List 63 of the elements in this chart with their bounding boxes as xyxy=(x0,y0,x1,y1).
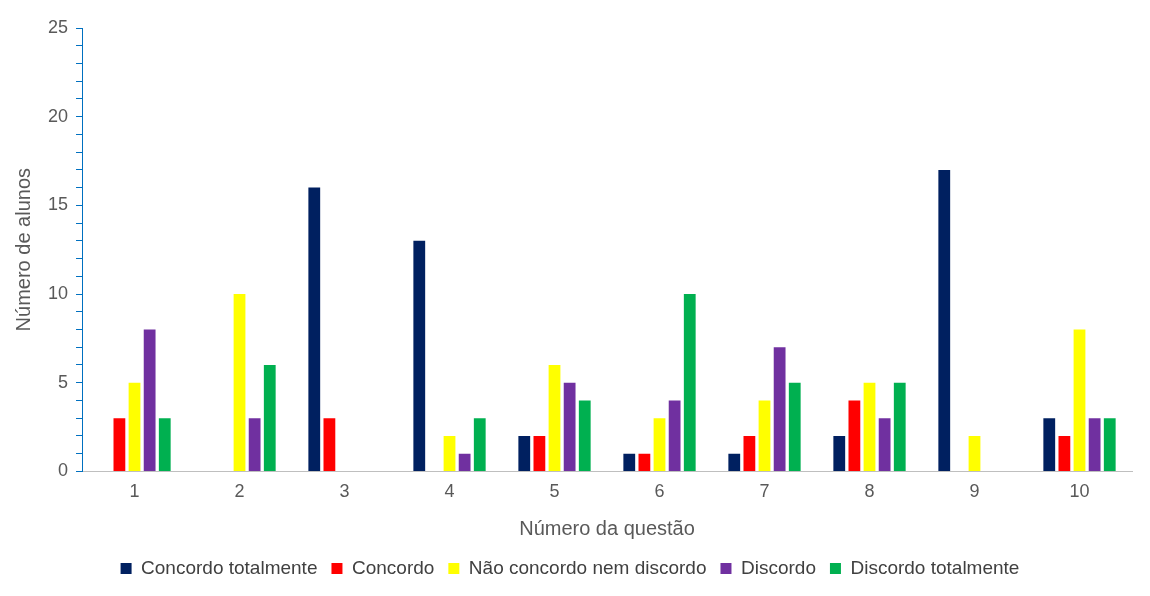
bar xyxy=(848,400,861,471)
bar xyxy=(878,418,891,471)
x-tick-label: 4 xyxy=(444,481,455,502)
y-tick-label: 15 xyxy=(47,194,69,215)
bar xyxy=(893,382,906,471)
legend-label: Discordo xyxy=(740,556,816,578)
x-tick-label: 1 xyxy=(129,481,140,502)
bar xyxy=(1073,329,1086,471)
bar xyxy=(128,382,141,471)
bar xyxy=(113,418,126,471)
bar xyxy=(968,435,981,471)
legend-label: Concordo totalmente xyxy=(141,556,318,578)
bar xyxy=(263,364,276,471)
y-tick-label: 25 xyxy=(47,16,69,37)
bar xyxy=(1103,418,1116,471)
y-tick-label: 5 xyxy=(58,371,69,392)
bar xyxy=(833,435,846,471)
bar xyxy=(728,453,741,471)
bar xyxy=(683,294,696,471)
bar xyxy=(788,382,801,471)
bar xyxy=(233,294,246,471)
y-tick-label: 10 xyxy=(47,283,69,304)
y-tick-label: 0 xyxy=(58,460,69,481)
bar xyxy=(518,435,531,471)
bar xyxy=(773,347,786,471)
x-tick-label: 6 xyxy=(654,481,665,502)
bar xyxy=(473,418,486,471)
x-tick-label: 7 xyxy=(759,481,770,502)
legend-label: Não concordo nem discordo xyxy=(468,556,707,578)
bar xyxy=(413,240,426,471)
bar xyxy=(563,382,576,471)
x-axis-title: Número da questão xyxy=(519,516,695,539)
x-tick-label: 8 xyxy=(864,481,875,502)
bar xyxy=(638,453,651,471)
bar xyxy=(623,453,636,471)
bar xyxy=(143,329,156,471)
bar xyxy=(758,400,771,471)
y-tick-label: 20 xyxy=(47,105,69,126)
bar xyxy=(248,418,261,471)
bar xyxy=(1088,418,1101,471)
bar xyxy=(668,400,681,471)
x-tick-label: 5 xyxy=(549,481,560,502)
x-tick-label: 3 xyxy=(339,481,350,502)
bar xyxy=(743,435,756,471)
bar xyxy=(533,435,546,471)
x-tick-label: 2 xyxy=(234,481,245,502)
bar xyxy=(458,453,471,471)
bar xyxy=(938,169,951,471)
bar xyxy=(1043,418,1056,471)
y-axis-title: Número de alunos xyxy=(11,167,34,332)
bar xyxy=(323,418,336,471)
bar xyxy=(443,435,456,471)
legend-label: Discordo totalmente xyxy=(850,556,1020,578)
bar xyxy=(1058,435,1071,471)
bar xyxy=(653,418,666,471)
bar xyxy=(578,400,591,471)
bar xyxy=(548,364,561,471)
legend-label: Concordo xyxy=(351,556,435,578)
bar xyxy=(308,187,321,471)
x-tick-label: 10 xyxy=(1069,481,1090,502)
x-tick-label: 9 xyxy=(969,481,980,502)
bar xyxy=(863,382,876,471)
bar xyxy=(158,418,171,471)
